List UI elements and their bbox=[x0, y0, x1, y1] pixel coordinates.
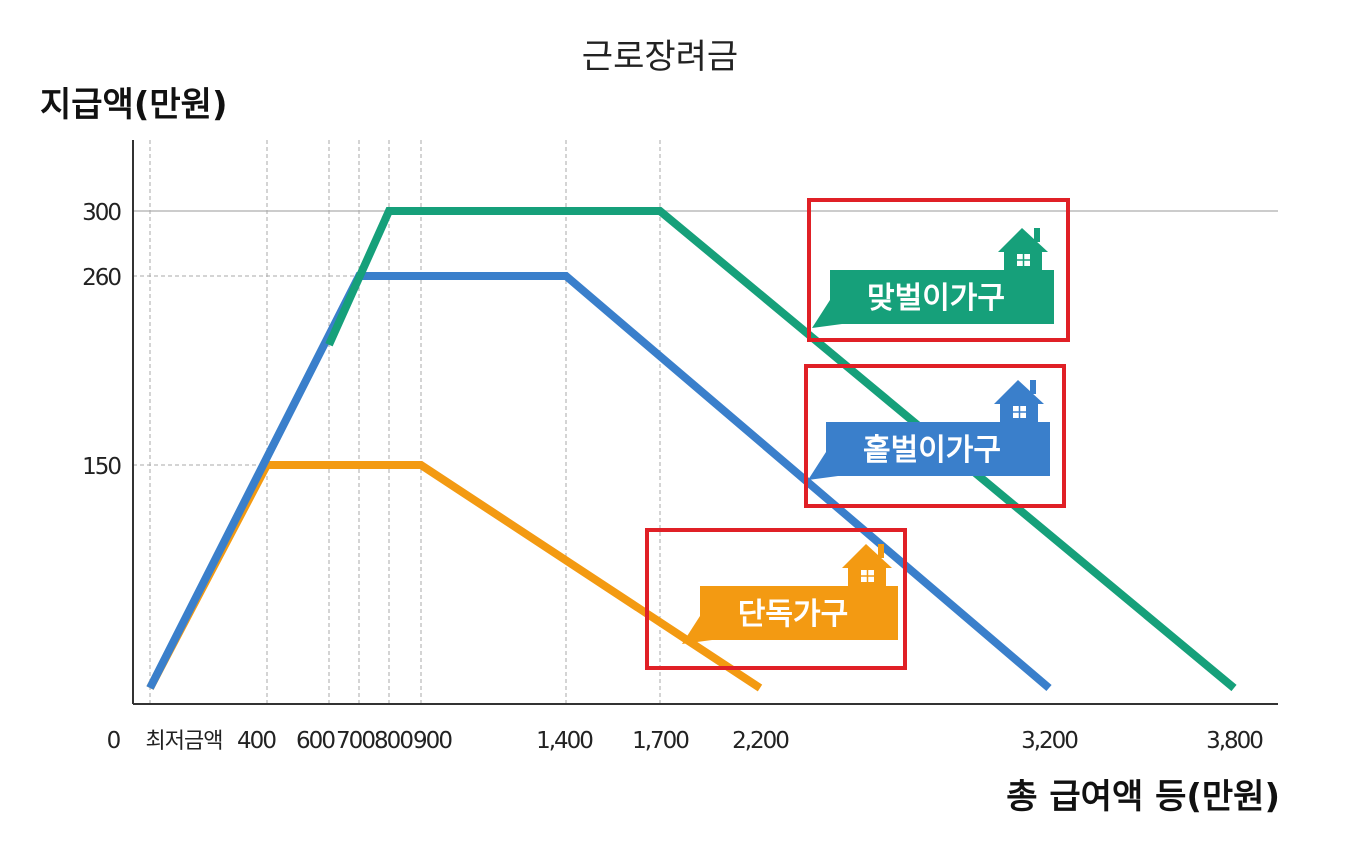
x-tick-label: 0 bbox=[107, 728, 121, 754]
legend-label: 맞벌이가구 bbox=[867, 281, 1005, 316]
series-line-0 bbox=[146, 461, 763, 692]
series-line-1 bbox=[146, 272, 1052, 692]
legend-item-2: 맞벌이가구 bbox=[807, 198, 1070, 342]
legend: 단독가구 홑벌이가구 맞벌이가구 bbox=[645, 198, 1070, 670]
legend-label: 홑벌이가구 bbox=[863, 433, 1001, 468]
x-axis-label: 총 급여액 등(만원) bbox=[1006, 777, 1280, 817]
legend-item-0: 단독가구 bbox=[645, 528, 907, 670]
y-axis-label: 지급액(만원) bbox=[40, 85, 227, 125]
legend-tag-tail bbox=[682, 616, 712, 644]
x-ticks: 0 최저금액 400 600 700 800 900 1,400 1,700 2,200 3,200… bbox=[107, 728, 1266, 754]
x-tick-label: 3,800 bbox=[1206, 728, 1263, 754]
legend-frame bbox=[804, 364, 1066, 508]
x-tick-label: 1,700 bbox=[632, 728, 689, 754]
x-tick-label: 600 bbox=[296, 728, 335, 754]
x-tick-label: 최저금액 bbox=[146, 729, 223, 754]
x-tick-label: 3,200 bbox=[1021, 728, 1078, 754]
legend-frame bbox=[807, 198, 1070, 342]
y-tick-label: 260 bbox=[82, 265, 121, 291]
x-tick-label: 700 bbox=[336, 728, 375, 754]
legend-frame bbox=[645, 528, 907, 670]
x-tick-label: 1,400 bbox=[536, 728, 593, 754]
legend-tag-tail bbox=[808, 452, 838, 480]
x-tick-label: 2,200 bbox=[732, 728, 789, 754]
chart-title: 근로장려금 bbox=[582, 37, 738, 77]
x-tick-label: 400 bbox=[237, 728, 276, 754]
legend-label: 단독가구 bbox=[738, 597, 848, 632]
legend-item-1: 홑벌이가구 bbox=[804, 364, 1066, 508]
legend-tag bbox=[700, 586, 898, 640]
y-tick-label: 300 bbox=[82, 200, 121, 226]
x-tick-label: 900 bbox=[413, 728, 452, 754]
house-icon bbox=[998, 228, 1048, 272]
house-icon bbox=[842, 544, 892, 588]
house-icon bbox=[994, 380, 1044, 424]
series-lines bbox=[146, 207, 1237, 692]
x-tick-label: 800 bbox=[374, 728, 413, 754]
y-tick-label: 150 bbox=[82, 454, 121, 480]
legend-tag bbox=[826, 422, 1050, 476]
legend-tag bbox=[830, 270, 1054, 324]
y-ticks: 150 260 300 bbox=[82, 200, 123, 480]
legend-tag-tail bbox=[812, 300, 842, 328]
